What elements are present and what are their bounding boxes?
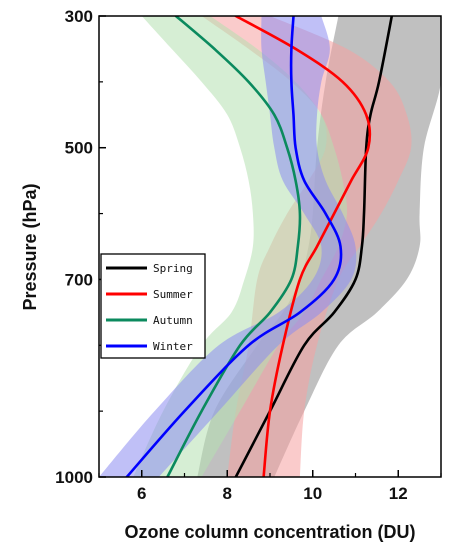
x-axis-title: Ozone column concentration (DU) xyxy=(124,522,415,542)
legend-label-spring: Spring xyxy=(153,262,193,275)
y-tick-label: 700 xyxy=(65,270,93,289)
legend-label-summer: Summer xyxy=(153,288,193,301)
legend-box xyxy=(100,253,206,359)
series-lines xyxy=(125,16,394,477)
y-tick-label: 1000 xyxy=(55,468,93,487)
x-tick-label: 12 xyxy=(389,484,408,503)
legend-label-winter: Winter xyxy=(153,340,193,353)
y-axis: 300 500 700 1000 xyxy=(55,7,106,487)
legend: Spring Summer Autumn Winter xyxy=(100,253,206,359)
y-tick-label: 300 xyxy=(65,7,93,26)
summer-line xyxy=(234,16,372,477)
y-tick-label: 500 xyxy=(65,139,93,158)
x-tick-label: 10 xyxy=(303,484,322,503)
autumn-line xyxy=(166,16,302,477)
x-axis: 6 8 10 12 xyxy=(98,470,442,503)
legend-label-autumn: Autumn xyxy=(153,314,193,327)
y-axis-title: Pressure (hPa) xyxy=(20,183,40,310)
spring-line xyxy=(234,16,394,477)
winter-line xyxy=(125,16,343,477)
x-tick-label: 6 xyxy=(137,484,146,503)
winter-band xyxy=(99,16,357,477)
x-tick-label: 8 xyxy=(223,484,232,503)
